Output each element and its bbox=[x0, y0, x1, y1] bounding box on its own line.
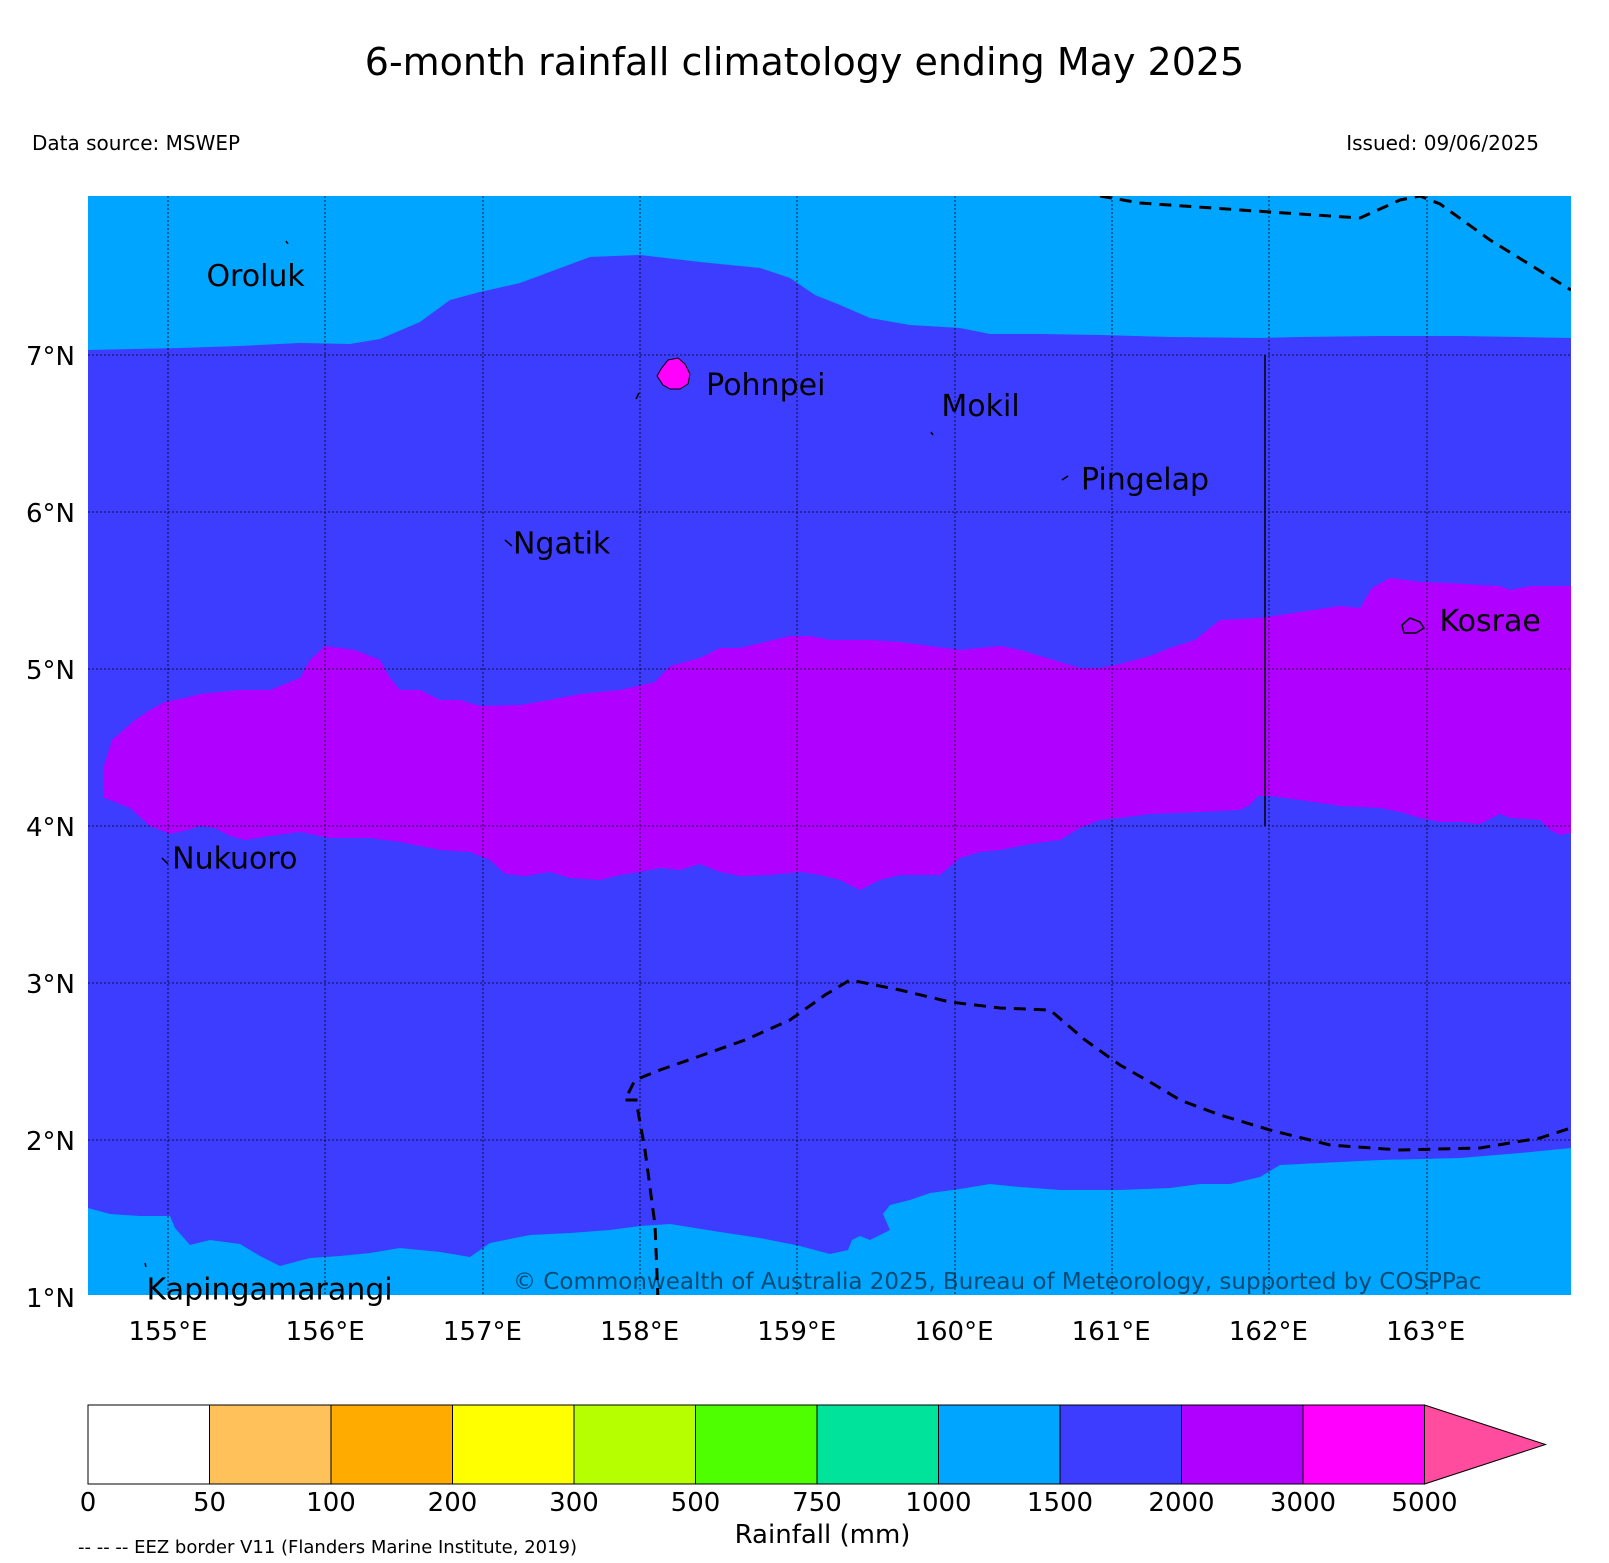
lon-tick-label: 160°E bbox=[914, 1317, 993, 1347]
colorbar-swatch bbox=[695, 1404, 818, 1485]
lon-tick-label: 163°E bbox=[1386, 1317, 1465, 1347]
colorbar-tick-label: 0 bbox=[79, 1488, 97, 1518]
colorbar-tick-label: 100 bbox=[306, 1488, 356, 1518]
lon-tick-label: 159°E bbox=[757, 1317, 836, 1347]
colorbar-tick-label: 300 bbox=[549, 1488, 599, 1518]
lon-tick-label: 158°E bbox=[600, 1317, 679, 1347]
colorbar-tick-label: 1500 bbox=[1026, 1488, 1094, 1518]
lat-tick-label: 1°N bbox=[26, 1284, 75, 1314]
copyright-text: © Commonwealth of Australia 2025, Bureau… bbox=[513, 1269, 1482, 1295]
colorbar bbox=[87, 1404, 1548, 1485]
colorbar-tick-label: 5000 bbox=[1391, 1488, 1458, 1518]
eez-legend-note: -- -- -- EEZ border V11 (Flanders Marine… bbox=[78, 1537, 578, 1558]
colorbar-swatch bbox=[938, 1404, 1061, 1485]
island-label-pohnpei: Pohnpei bbox=[706, 368, 825, 403]
rain-zone-2000-3000 bbox=[104, 578, 1571, 890]
island-label-mokil: Mokil bbox=[941, 389, 1019, 424]
lon-tick-label: 162°E bbox=[1229, 1317, 1308, 1347]
colorbar-tick-label: 2000 bbox=[1148, 1488, 1215, 1518]
map-title: 6-month rainfall climatology ending May … bbox=[364, 40, 1245, 84]
island-label-pingelap: Pingelap bbox=[1081, 462, 1209, 497]
colorbar-tick-label: 200 bbox=[427, 1488, 478, 1518]
lat-tick-label: 6°N bbox=[26, 499, 75, 529]
eez-border bbox=[622, 196, 1571, 1295]
colorbar-tick-label: 50 bbox=[192, 1488, 227, 1518]
island-markers bbox=[144, 240, 1426, 1268]
island-label-kapingamarangi: Kapingamarangi bbox=[147, 1272, 393, 1307]
rain-zone-3000-5000 bbox=[656, 357, 691, 390]
lat-tick-label: 5°N bbox=[26, 656, 75, 686]
island-label-kosrae: Kosrae bbox=[1439, 604, 1540, 639]
colorbar-swatch bbox=[452, 1404, 575, 1485]
lat-tick-label: 7°N bbox=[26, 342, 75, 372]
colorbar-extend-arrow bbox=[1424, 1404, 1548, 1485]
graticule bbox=[88, 196, 1571, 1295]
colorbar-tick-label: 750 bbox=[792, 1488, 842, 1518]
lon-tick-label: 161°E bbox=[1072, 1317, 1151, 1347]
lat-tick-label: 3°N bbox=[26, 970, 75, 1000]
colorbar-swatch bbox=[87, 1404, 210, 1485]
colorbar-swatch bbox=[1059, 1404, 1182, 1485]
colorbar-tick-label: 1000 bbox=[905, 1488, 972, 1518]
lat-tick-label: 2°N bbox=[26, 1127, 75, 1157]
data-source-label: Data source: MSWEP bbox=[32, 131, 241, 155]
lon-tick-label: 157°E bbox=[443, 1317, 522, 1347]
colorbar-tick-label: 3000 bbox=[1269, 1488, 1337, 1518]
colorbar-swatch bbox=[816, 1404, 939, 1485]
colorbar-swatch bbox=[1181, 1404, 1304, 1485]
lat-tick-label: 4°N bbox=[26, 813, 75, 843]
colorbar-label: Rainfall (mm) bbox=[734, 1520, 911, 1550]
issued-date-label: Issued: 09/06/2025 bbox=[1346, 131, 1539, 155]
lon-tick-label: 155°E bbox=[128, 1317, 207, 1347]
colorbar-swatch bbox=[1302, 1404, 1425, 1485]
lon-tick-label: 156°E bbox=[286, 1317, 365, 1347]
island-label-ngatik: Ngatik bbox=[513, 526, 611, 561]
colorbar-swatch bbox=[209, 1404, 332, 1485]
colorbar-swatch bbox=[573, 1404, 696, 1485]
island-label-nukuoro: Nukuoro bbox=[172, 842, 297, 877]
colorbar-tick-label: 500 bbox=[670, 1488, 721, 1518]
island-label-oroluk: Oroluk bbox=[206, 259, 305, 294]
colorbar-swatch bbox=[330, 1404, 453, 1485]
